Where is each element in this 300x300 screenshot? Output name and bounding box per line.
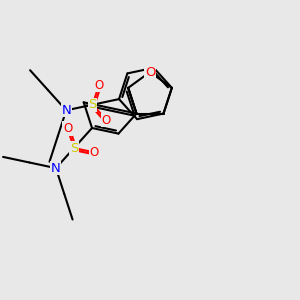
Text: O: O [63, 122, 72, 135]
Text: O: O [102, 114, 111, 127]
Text: N: N [51, 162, 61, 175]
Text: O: O [89, 146, 99, 159]
Text: O: O [145, 65, 155, 79]
Text: S: S [88, 98, 97, 111]
Text: S: S [70, 142, 78, 154]
Text: N: N [61, 104, 71, 117]
Text: O: O [94, 79, 103, 92]
